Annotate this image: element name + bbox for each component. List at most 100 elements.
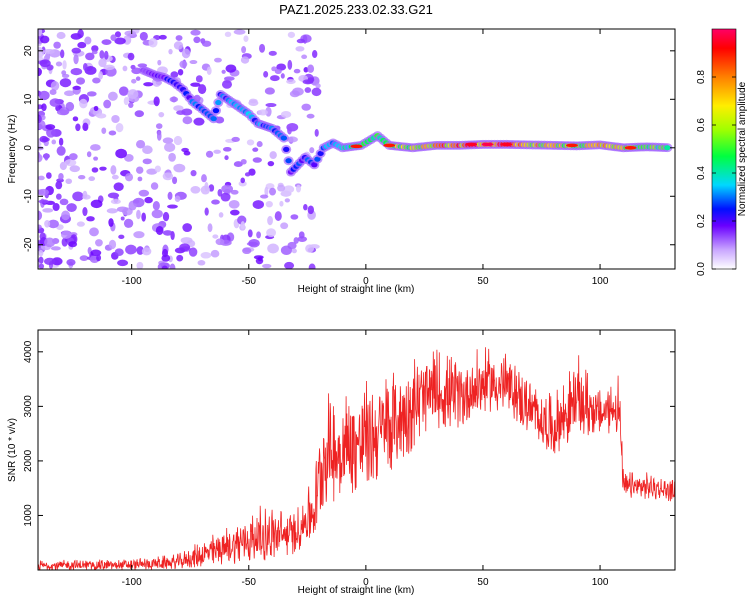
snr-x-label: Height of straight line (km): [298, 585, 415, 596]
spectrogram-noise-blob: [99, 50, 105, 59]
spectrogram-noise-blob: [127, 89, 139, 99]
spectrogram-y-axis: -20 -10 0 10 20: [23, 45, 675, 252]
spectrogram-noise-blob: [167, 204, 178, 209]
spectrogram-x-axis: -100 -50 0 50 100: [122, 29, 609, 287]
x-tick-label: 0: [363, 276, 369, 287]
spectrogram-noise-blob: [101, 127, 107, 134]
spectrogram-noise-blob: [292, 87, 304, 96]
spectrogram-noise-blob: [221, 184, 234, 194]
spectrogram-noise-blob: [293, 68, 301, 74]
spectrogram-noise-blob: [307, 64, 315, 73]
spectrogram-noise-blob: [110, 165, 117, 175]
spectrogram-noise-blob: [85, 52, 95, 61]
spectrogram-noise-blob: [99, 166, 107, 171]
spectrogram-noise-blob: [190, 169, 197, 177]
spectrogram-noise-blob: [181, 48, 191, 59]
figure-title: PAZ1.2025.233.02.33.G21: [279, 2, 433, 17]
spectrogram-noise-blob: [176, 254, 184, 262]
spectrogram-noise-blob: [111, 174, 119, 180]
spectrogram-noise-blob: [297, 236, 308, 243]
spectrogram-noise-blob: [47, 219, 59, 229]
spectrogram-noise-blob: [183, 150, 191, 156]
spectrogram-noise-blob: [176, 110, 186, 115]
spectrogram-noise-blob: [217, 189, 223, 197]
spectrogram-noise-blob: [38, 249, 44, 257]
spectrogram-noise-blob: [169, 263, 176, 269]
spectrogram-noise-blob: [252, 200, 265, 209]
y-tick-label: 0: [23, 145, 34, 151]
y-tick-label: 20: [23, 45, 34, 57]
spectrogram-noise-blob: [66, 259, 76, 266]
colorbar-tick-label: 0.8: [696, 70, 707, 84]
spectrogram-noise-blob: [175, 35, 183, 41]
spectrogram-noise-blob: [44, 153, 49, 161]
spectrogram-noise-blob: [90, 144, 101, 151]
spectrogram-noise-blob: [247, 229, 253, 238]
spectrogram-noise-blob: [64, 159, 77, 167]
spectrogram-noise-blob: [82, 122, 89, 132]
spectrogram-noise-blob: [246, 139, 255, 146]
spectrogram-noise-blob: [193, 36, 201, 44]
spectrogram-noise-blob: [268, 50, 277, 56]
spectrogram-peak: [481, 142, 494, 147]
spectrogram-noise-blob: [240, 158, 247, 165]
spectrogram-noise-blob: [38, 224, 42, 230]
x-tick-label: 0: [363, 577, 369, 588]
spectrogram-peak: [624, 145, 637, 150]
spectrogram-noise-blob: [151, 209, 163, 219]
spectrogram-frame: [37, 28, 676, 270]
spectrogram-noise-blob: [70, 68, 83, 76]
spectrogram-noise-blob: [174, 195, 181, 202]
spectrogram-noise-blob: [309, 147, 315, 154]
spectrogram-noise-blob: [211, 199, 220, 205]
spectrogram-noise-blob: [295, 46, 305, 52]
spectrogram-noise-blob: [93, 156, 99, 161]
spectrogram-noise-blob: [230, 209, 240, 216]
colorbar-label: Normalized spectral amplitude: [737, 81, 748, 216]
spectrogram-noise-blob: [56, 146, 66, 156]
spectrogram-noise-blob: [238, 180, 247, 187]
spectrogram-noise-blob: [173, 163, 186, 173]
spectrogram-noise-blob: [84, 66, 97, 75]
colorbar: 0.0 0.2 0.4 0.6 0.8 Normalized spectral ampl…: [696, 28, 748, 276]
spectrogram-noise-blob: [59, 198, 69, 206]
spectrogram-noise-blob: [167, 191, 173, 200]
spectrogram-noise-blob: [266, 228, 277, 237]
spectrogram-noise-blob: [193, 117, 205, 126]
spectrogram-noise-blob: [190, 82, 201, 87]
spectrogram-noise-blob: [206, 66, 212, 76]
colorbar-tick-label: 0.4: [696, 166, 707, 180]
spectrogram-noise-blob: [280, 245, 293, 256]
spectrogram-noise-blob: [170, 71, 179, 78]
spectrogram-noise-blob: [307, 205, 315, 215]
spectrogram-noise-blob: [38, 188, 49, 196]
snr-series-line: [38, 347, 675, 570]
spectrogram-noise-blob: [38, 46, 43, 52]
spectrogram-noise-blob: [138, 189, 150, 197]
spectrogram-noise-blob: [77, 29, 84, 39]
spectrogram-noise-blob: [44, 219, 51, 228]
spectrogram-noise-blob: [156, 131, 162, 141]
spectrogram-noise-blob: [303, 204, 308, 211]
x-tick-label: 50: [477, 276, 489, 287]
spectrogram-noise-blob: [93, 105, 99, 112]
spectrogram-noise-blob: [72, 116, 79, 122]
spectrogram-noise-blob: [162, 211, 170, 222]
spectrogram-noise-blob: [274, 68, 282, 75]
spectrogram-noise-blob: [150, 182, 159, 190]
spectrogram-noise-blob: [44, 237, 56, 248]
spectrogram-noise-blob: [115, 123, 124, 133]
spectrogram-noise-blob: [86, 151, 92, 158]
spectrogram-noise-blob: [210, 249, 220, 258]
y-tick-label: -10: [23, 189, 34, 204]
spectrogram-noise-blob: [38, 153, 43, 163]
spectrogram-noise-blob: [197, 84, 207, 95]
spectrogram-noise-blob: [264, 186, 269, 197]
spectrogram-noise-blob: [38, 263, 45, 269]
spectrogram-noise-blob: [143, 82, 154, 87]
spectrogram-noise-blob: [189, 60, 198, 65]
x-tick-label: -100: [122, 577, 142, 588]
spectrogram-noise-blob: [212, 234, 219, 239]
spectrogram-noise-blob: [118, 234, 125, 240]
